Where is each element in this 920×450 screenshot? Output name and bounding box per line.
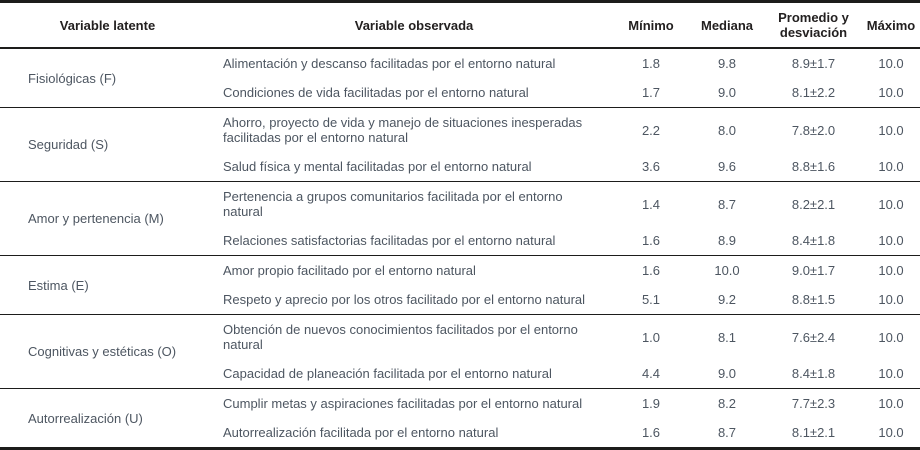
latent-variable-label: Seguridad (S) bbox=[28, 137, 109, 152]
mediana-value: 10.0 bbox=[714, 263, 740, 278]
latent-variable-label: Cognitivas y estéticas (O) bbox=[28, 344, 177, 359]
table-row: Relaciones satisfactorias facilitadas po… bbox=[0, 226, 920, 256]
maximo-value: 10.0 bbox=[878, 292, 904, 307]
observed-variable: Capacidad de planeación facilitada por e… bbox=[223, 366, 552, 381]
minimo-value: 1.7 bbox=[641, 85, 661, 100]
column-header-variable-observada: Variable observada bbox=[215, 1, 613, 49]
maximo-value: 10.0 bbox=[878, 122, 904, 138]
minimo-value: 1.4 bbox=[641, 196, 661, 212]
minimo-value: 1.9 bbox=[641, 396, 661, 411]
table-row: Capacidad de planeación facilitada por e… bbox=[0, 359, 920, 389]
table-row: Amor y pertenencia (M) Pertenencia a gru… bbox=[0, 182, 920, 226]
maximo-value: 10.0 bbox=[878, 329, 904, 345]
table-row: Seguridad (S) Ahorro, proyecto de vida y… bbox=[0, 108, 920, 152]
group-fisiologicas: Fisiológicas (F) Alimentación y descanso… bbox=[0, 48, 920, 108]
minimo-value: 1.6 bbox=[641, 233, 661, 248]
promedio-value: 8.1±2.1 bbox=[791, 425, 836, 440]
maximo-value: 10.0 bbox=[878, 396, 904, 411]
mediana-value: 8.7 bbox=[717, 425, 737, 440]
promedio-value: 7.6±2.4 bbox=[791, 329, 836, 345]
promedio-value: 9.0±1.7 bbox=[791, 263, 836, 278]
table-row: Fisiológicas (F) Alimentación y descanso… bbox=[0, 48, 920, 85]
minimo-value: 3.6 bbox=[641, 159, 661, 174]
minimo-value: 5.1 bbox=[641, 292, 661, 307]
promedio-value: 8.9±1.7 bbox=[791, 56, 836, 71]
maximo-value: 10.0 bbox=[878, 425, 904, 440]
observed-variable: Respeto y aprecio por los otros facilita… bbox=[223, 292, 586, 307]
group-cognitivas-y-esteticas: Cognitivas y estéticas (O) Obtención de … bbox=[0, 314, 920, 389]
latent-variable-label: Estima (E) bbox=[28, 277, 89, 293]
maximo-value: 10.0 bbox=[878, 263, 904, 278]
observed-variable: Ahorro, proyecto de vida y manejo de sit… bbox=[223, 115, 583, 145]
group-seguridad: Seguridad (S) Ahorro, proyecto de vida y… bbox=[0, 107, 920, 182]
observed-variable: Relaciones satisfactorias facilitadas po… bbox=[223, 233, 556, 248]
table-row: Condiciones de vida facilitadas por el e… bbox=[0, 78, 920, 108]
promedio-value: 7.7±2.3 bbox=[791, 396, 836, 411]
mediana-value: 8.7 bbox=[717, 196, 737, 212]
mediana-value: 9.6 bbox=[717, 159, 737, 174]
mediana-value: 9.8 bbox=[717, 56, 737, 71]
column-header-maximo: Máximo bbox=[862, 1, 920, 49]
observed-variable: Cumplir metas y aspiraciones facilitadas… bbox=[223, 396, 583, 411]
table-row: Estima (E) Amor propio facilitado por el… bbox=[0, 256, 920, 292]
mediana-value: 9.2 bbox=[717, 292, 737, 307]
minimo-value: 1.8 bbox=[641, 56, 661, 71]
mediana-value: 8.1 bbox=[717, 329, 737, 345]
observed-variable: Amor propio facilitado por el entorno na… bbox=[223, 263, 476, 278]
latent-variable-label: Amor y pertenencia (M) bbox=[28, 211, 164, 226]
column-header-minimo: Mínimo bbox=[613, 1, 689, 49]
maximo-value: 10.0 bbox=[878, 196, 904, 212]
maximo-value: 10.0 bbox=[878, 56, 904, 71]
minimo-value: 4.4 bbox=[641, 366, 661, 381]
promedio-value: 7.8±2.0 bbox=[791, 122, 836, 138]
observed-variable: Obtención de nuevos conocimientos facili… bbox=[223, 322, 578, 352]
observed-variable: Alimentación y descanso facilitadas por … bbox=[223, 56, 556, 71]
observed-variable: Autorrealización facilitada por el entor… bbox=[223, 425, 499, 440]
latent-variable-label: Autorrealización (U) bbox=[28, 410, 143, 426]
group-amor-y-pertenencia: Amor y pertenencia (M) Pertenencia a gru… bbox=[0, 181, 920, 256]
mediana-value: 8.2 bbox=[717, 396, 737, 411]
table-header: Variable latente Variable observada Míni… bbox=[0, 1, 920, 49]
column-header-variable-latente: Variable latente bbox=[0, 1, 215, 49]
observed-variable: Salud física y mental facilitadas por el… bbox=[223, 159, 532, 174]
promedio-value: 8.8±1.5 bbox=[791, 292, 836, 307]
group-autorrealizacion: Autorrealización (U) Cumplir metas y asp… bbox=[0, 388, 920, 449]
promedio-value: 8.4±1.8 bbox=[791, 366, 836, 381]
mediana-value: 8.0 bbox=[717, 122, 737, 138]
group-estima: Estima (E) Amor propio facilitado por el… bbox=[0, 255, 920, 315]
table-row: Cognitivas y estéticas (O) Obtención de … bbox=[0, 315, 920, 359]
minimo-value: 1.6 bbox=[641, 425, 661, 440]
promedio-value: 8.4±1.8 bbox=[791, 233, 836, 248]
table-row: Respeto y aprecio por los otros facilita… bbox=[0, 285, 920, 315]
observed-variable: Condiciones de vida facilitadas por el e… bbox=[223, 85, 529, 100]
minimo-value: 1.0 bbox=[641, 329, 661, 345]
column-header-mediana: Mediana bbox=[689, 1, 765, 49]
maximo-value: 10.0 bbox=[878, 85, 904, 100]
latent-variable-label: Fisiológicas (F) bbox=[28, 70, 117, 86]
table-row: Autorrealización (U) Cumplir metas y asp… bbox=[0, 389, 920, 425]
promedio-value: 8.2±2.1 bbox=[791, 196, 836, 212]
table-row: Salud física y mental facilitadas por el… bbox=[0, 152, 920, 182]
minimo-value: 1.6 bbox=[641, 263, 661, 278]
header-row: Variable latente Variable observada Míni… bbox=[0, 1, 920, 49]
observed-variable: Pertenencia a grupos comunitarios facili… bbox=[223, 189, 563, 219]
maximo-value: 10.0 bbox=[878, 366, 904, 381]
mediana-value: 8.9 bbox=[717, 233, 737, 248]
maximo-value: 10.0 bbox=[878, 233, 904, 248]
mediana-value: 9.0 bbox=[717, 85, 737, 100]
maximo-value: 10.0 bbox=[878, 159, 904, 174]
mediana-value: 9.0 bbox=[717, 366, 737, 381]
column-header-promedio-desviacion: Promedio y desviación bbox=[765, 1, 862, 49]
promedio-value: 8.1±2.2 bbox=[791, 85, 836, 100]
minimo-value: 2.2 bbox=[641, 122, 661, 138]
promedio-value: 8.8±1.6 bbox=[791, 159, 836, 174]
